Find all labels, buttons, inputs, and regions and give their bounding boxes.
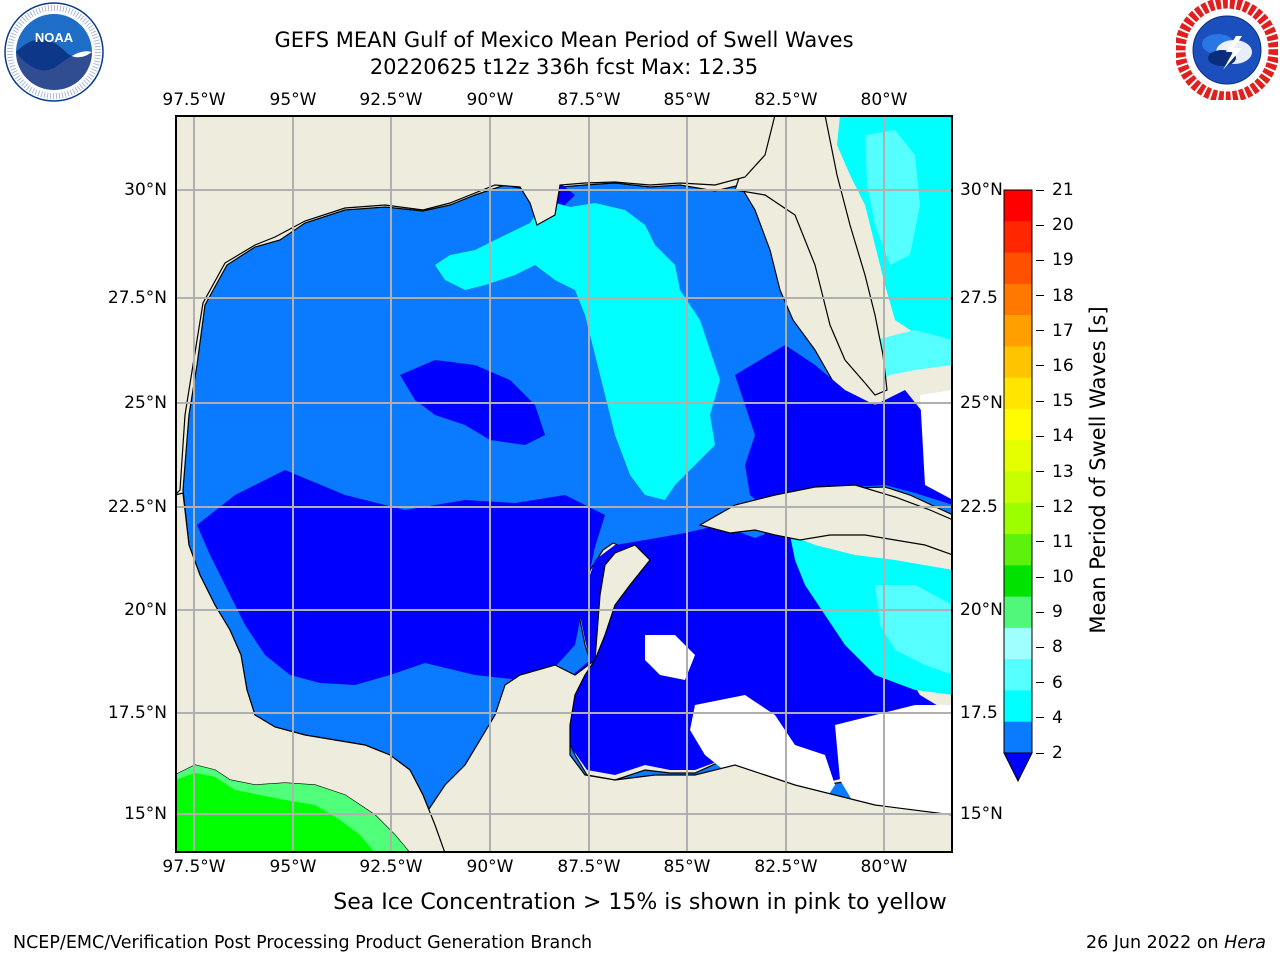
bottom-tick-label: 90°W — [467, 857, 514, 877]
colorbar-segment — [1004, 597, 1032, 629]
colorbar-segment — [1004, 221, 1032, 253]
left-tick-label: 27.5°N — [108, 288, 167, 308]
gulf-of-mexico-map — [175, 115, 953, 853]
colorbar-tick-mark — [1036, 471, 1044, 472]
bottom-tick-label: 82.5°W — [754, 857, 817, 877]
right-tick-label: 15°N — [960, 804, 1003, 824]
bottom-tick-label: 87.5°W — [557, 857, 620, 877]
colorbar-segment — [1004, 378, 1032, 410]
colorbar-segment — [1004, 346, 1032, 378]
colorbar-tick-label: 2 — [1052, 743, 1063, 763]
bottom-tick-label: 95°W — [270, 857, 317, 877]
missing-data-white — [920, 390, 953, 500]
bottom-tick-label: 97.5°W — [162, 857, 225, 877]
colorbar-tick-label: 17 — [1052, 321, 1074, 341]
colorbar-tick-label: 11 — [1052, 532, 1074, 552]
colorbar-tick-label: 21 — [1052, 180, 1074, 200]
bottom-tick-label: 92.5°W — [359, 857, 422, 877]
colorbar-tick-label: 6 — [1052, 673, 1063, 693]
colorbar-tick-mark — [1036, 190, 1044, 191]
left-tick-label: 25°N — [124, 393, 167, 413]
footer-date-text: 26 Jun 2022 on — [1086, 933, 1224, 953]
top-tick-label: 97.5°W — [162, 90, 225, 110]
top-tick-label: 87.5°W — [557, 90, 620, 110]
footer-credit: NCEP/EMC/Verification Post Processing Pr… — [13, 933, 592, 953]
colorbar-segment — [1004, 440, 1032, 472]
colorbar-tick-mark — [1036, 612, 1044, 613]
colorbar-segment — [1004, 534, 1032, 566]
colorbar-segment — [1004, 190, 1032, 222]
colorbar — [1000, 185, 1050, 785]
colorbar-title: Mean Period of Swell Waves [s] — [1086, 306, 1110, 633]
colorbar-tick-mark — [1036, 330, 1044, 331]
colorbar-tick-label: 8 — [1052, 637, 1063, 657]
colorbar-segment — [1004, 315, 1032, 347]
colorbar-tick-mark — [1036, 436, 1044, 437]
colorbar-tick-mark — [1036, 717, 1044, 718]
colorbar-tick-mark — [1036, 541, 1044, 542]
noaa-logo: NOAA — [4, 2, 104, 102]
sea-ice-note: Sea Ice Concentration > 15% is shown in … — [0, 890, 1280, 915]
chart-subtitle: 20220625 t12z 336h fcst Max: 12.35 — [0, 54, 1128, 80]
colorbar-tick-label: 19 — [1052, 250, 1074, 270]
colorbar-tick-mark — [1036, 295, 1044, 296]
colorbar-tick-mark — [1036, 682, 1044, 683]
sea-ice-note-text: Sea Ice Concentration > 15% is shown in … — [333, 890, 947, 915]
svg-text:NOAA: NOAA — [35, 30, 74, 45]
colorbar-tick-label: 14 — [1052, 426, 1074, 446]
colorbar-tick-label: 9 — [1052, 602, 1063, 622]
right-tick-label: 17.5 — [960, 703, 998, 723]
footer-date: 26 Jun 2022 on Hera — [1086, 933, 1266, 953]
colorbar-tick-label: 10 — [1052, 567, 1074, 587]
top-tick-label: 82.5°W — [754, 90, 817, 110]
colorbar-tick-mark — [1036, 225, 1044, 226]
colorbar-tick-mark — [1036, 753, 1044, 754]
bottom-tick-label: 80°W — [861, 857, 908, 877]
colorbar-tick-label: 20 — [1052, 215, 1074, 235]
chart-title: GEFS MEAN Gulf of Mexico Mean Period of … — [0, 27, 1128, 53]
bottom-tick-label: 85°W — [664, 857, 711, 877]
colorbar-tick-mark — [1036, 260, 1044, 261]
colorbar-segment — [1004, 659, 1032, 691]
colorbar-extend-arrow — [1004, 753, 1032, 781]
colorbar-segment — [1004, 565, 1032, 597]
left-tick-label: 15°N — [124, 804, 167, 824]
colorbar-tick-mark — [1036, 365, 1044, 366]
colorbar-segment — [1004, 503, 1032, 535]
left-tick-label: 22.5°N — [108, 497, 167, 517]
colorbar-segment — [1004, 253, 1032, 285]
left-tick-label: 20°N — [124, 600, 167, 620]
right-tick-label: 25°N — [960, 393, 1003, 413]
colorbar-tick-label: 15 — [1052, 391, 1074, 411]
left-tick-label: 30°N — [124, 180, 167, 200]
colorbar-segment — [1004, 722, 1032, 754]
colorbar-segment — [1004, 472, 1032, 504]
footer-machine: Hera — [1224, 933, 1266, 953]
colorbar-segment — [1004, 628, 1032, 660]
colorbar-tick-label: 16 — [1052, 356, 1074, 376]
top-tick-label: 85°W — [664, 90, 711, 110]
colorbar-tick-mark — [1036, 647, 1044, 648]
colorbar-segment — [1004, 690, 1032, 722]
right-tick-label: 22.5 — [960, 497, 998, 517]
colorbar-tick-label: 18 — [1052, 286, 1074, 306]
top-tick-label: 80°W — [861, 90, 908, 110]
right-tick-label: 27.5 — [960, 288, 998, 308]
colorbar-segment — [1004, 284, 1032, 316]
top-tick-label: 95°W — [270, 90, 317, 110]
right-tick-label: 20°N — [960, 600, 1003, 620]
colorbar-tick-mark — [1036, 401, 1044, 402]
colorbar-segment — [1004, 409, 1032, 441]
colorbar-tick-mark — [1036, 577, 1044, 578]
left-tick-label: 17.5°N — [108, 703, 167, 723]
top-tick-label: 92.5°W — [359, 90, 422, 110]
nws-logo — [1176, 0, 1278, 100]
colorbar-tick-mark — [1036, 506, 1044, 507]
top-tick-label: 90°W — [467, 90, 514, 110]
colorbar-tick-label: 12 — [1052, 497, 1074, 517]
colorbar-tick-label: 4 — [1052, 708, 1063, 728]
right-tick-label: 30°N — [960, 180, 1003, 200]
colorbar-tick-label: 13 — [1052, 462, 1074, 482]
